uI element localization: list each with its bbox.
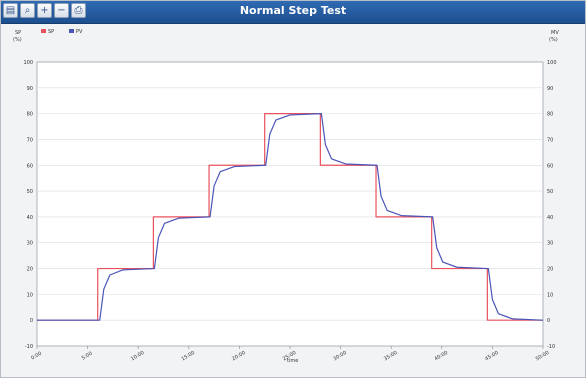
x-tick-label: 30:00 (332, 350, 347, 362)
legend-label-sp: SP (48, 29, 54, 35)
right-axis-ticks: -10 0 10 20 30 40 50 60 70 80 90 100 (547, 60, 557, 350)
x-tick-label: 0:00 (30, 351, 43, 362)
left-tick-label: 10 (27, 292, 33, 298)
magnify-icon[interactable]: ⌕ (20, 3, 35, 18)
left-tick-label: 100 (23, 60, 33, 66)
left-tick-label: 0 (30, 318, 33, 324)
left-tick-label: -10 (25, 344, 33, 350)
left-tick-label: 70 (27, 137, 33, 143)
x-tick-label: 20:00 (231, 350, 246, 362)
x-axis-label: time (287, 358, 298, 364)
left-tick-label: 90 (27, 86, 33, 92)
legend: SP PV (41, 29, 83, 35)
x-tick-label: 50:00 (535, 350, 550, 362)
title-bar: ▤ ⌕ + − ⎙ Normal Step Test (1, 1, 585, 24)
series-group (37, 113, 544, 321)
right-tick-label: 80 (547, 112, 553, 118)
gridlines (37, 87, 543, 321)
right-tick-label: 50 (547, 189, 553, 195)
left-axis-unit: (%) (13, 37, 22, 43)
legend-swatch-sp (41, 29, 46, 33)
right-tick-label: 20 (547, 267, 553, 273)
zoom-out-icon[interactable]: − (54, 3, 69, 18)
right-tick-label: 30 (547, 241, 553, 247)
x-tick-label: 35:00 (383, 350, 398, 362)
left-tick-label: 60 (27, 163, 33, 169)
left-tick-label: 20 (27, 267, 33, 273)
plot-area (36, 61, 544, 347)
open-icon[interactable]: ▤ (3, 3, 18, 18)
left-tick-label: 80 (27, 112, 33, 118)
right-tick-label: 60 (547, 163, 553, 169)
legend-label-pv: PV (76, 29, 83, 35)
left-tick-label: 40 (27, 215, 33, 221)
right-tick-label: 100 (547, 60, 557, 66)
right-tick-label: 40 (547, 215, 553, 221)
toolbar: ▤ ⌕ + − ⎙ (3, 3, 86, 21)
right-tick-label: -10 (547, 344, 555, 350)
legend-swatch-pv (69, 29, 74, 33)
x-tick-label: 45:00 (484, 350, 499, 362)
left-axis-ticks: -10 0 10 20 30 40 50 60 70 80 90 100 (23, 60, 33, 350)
x-tick-label: 15:00 (181, 350, 196, 362)
right-tick-label: 10 (547, 292, 553, 298)
left-tick-label: 50 (27, 189, 33, 195)
x-tick-label: 40:00 (434, 350, 449, 362)
chart-svg: SP PV SP (%) MV (%) -10 0 10 20 30 40 50 60 70 80… (13, 29, 559, 364)
print-icon[interactable]: ⎙ (71, 3, 86, 18)
chart-title: Normal Step Test (239, 4, 347, 17)
zoom-in-icon[interactable]: + (37, 3, 52, 18)
right-axis-unit: (%) (549, 37, 558, 43)
right-tick-label: 0 (547, 318, 550, 324)
series-line-pv (37, 113, 544, 321)
x-tick-label: 5:00 (81, 351, 94, 362)
right-axis-label: MV (551, 30, 559, 36)
x-tick-label: 10:00 (130, 350, 145, 362)
left-tick-label: 30 (27, 241, 33, 247)
right-tick-label: 70 (547, 137, 553, 143)
chart-area: SP PV SP (%) MV (%) -10 0 10 20 30 40 50 60 70 80… (1, 24, 585, 377)
left-axis-label: SP (15, 30, 21, 36)
right-tick-label: 90 (547, 86, 553, 92)
